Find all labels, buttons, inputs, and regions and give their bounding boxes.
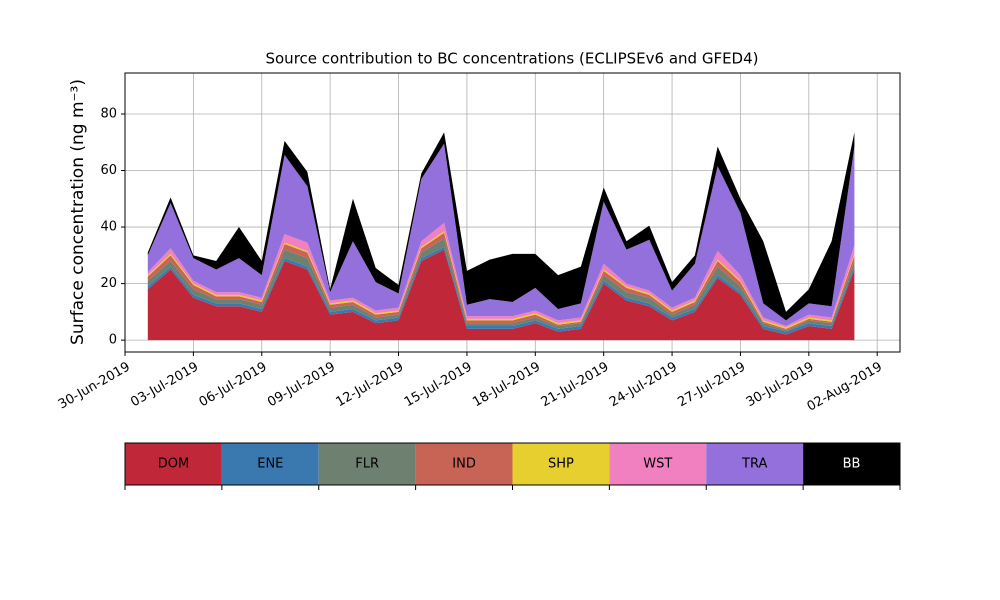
x-tick-label: 12-Jul-2019 (333, 360, 406, 411)
legend-swatch (706, 443, 804, 485)
x-tick-label: 02-Aug-2019 (805, 360, 885, 415)
area (147, 143, 855, 326)
area (147, 249, 855, 341)
legend-swatch (415, 443, 513, 485)
y-axis-label: Surface concentration (ng m⁻³) (68, 79, 88, 345)
y-tick-label: 20 (100, 276, 117, 291)
legend-label: IND (452, 457, 476, 472)
x-tick-label: 06-Jul-2019 (197, 360, 270, 411)
legend-label: FLR (355, 457, 379, 472)
legend-label: TRA (741, 457, 767, 472)
legend-frame (124, 442, 901, 486)
y-tick-label: 60 (100, 163, 117, 178)
legend-label: ENE (257, 457, 283, 472)
legend-swatch (609, 443, 707, 485)
x-tick-label: 03-Jul-2019 (128, 360, 201, 411)
chart-title: Source contribution to BC concentrations… (265, 50, 758, 68)
x-tick-label: 24-Jul-2019 (607, 360, 680, 411)
area (147, 132, 855, 321)
y-tick-label: 80 (100, 106, 117, 121)
legend-swatch (803, 443, 900, 485)
legend-label: BB (843, 457, 861, 472)
legend-swatch (512, 443, 610, 485)
legend-swatch (221, 443, 319, 485)
x-tick-label: 18-Jul-2019 (470, 360, 543, 411)
legend-label: DOM (158, 457, 189, 472)
legend-swatch (318, 443, 416, 485)
x-tick-label: 21-Jul-2019 (539, 360, 612, 411)
legend-swatch (125, 443, 222, 485)
y-tick-label: 0 (109, 333, 117, 348)
x-tick-label: 27-Jul-2019 (675, 360, 748, 411)
x-tick-label: 30-Jun-2019 (56, 360, 133, 413)
legend-label: WST (643, 457, 672, 472)
legend-label: SHP (548, 457, 574, 472)
x-tick-label: 09-Jul-2019 (265, 360, 338, 411)
plot-frame (124, 72, 901, 353)
y-tick-label: 40 (100, 220, 117, 235)
x-tick-label: 15-Jul-2019 (402, 360, 475, 411)
